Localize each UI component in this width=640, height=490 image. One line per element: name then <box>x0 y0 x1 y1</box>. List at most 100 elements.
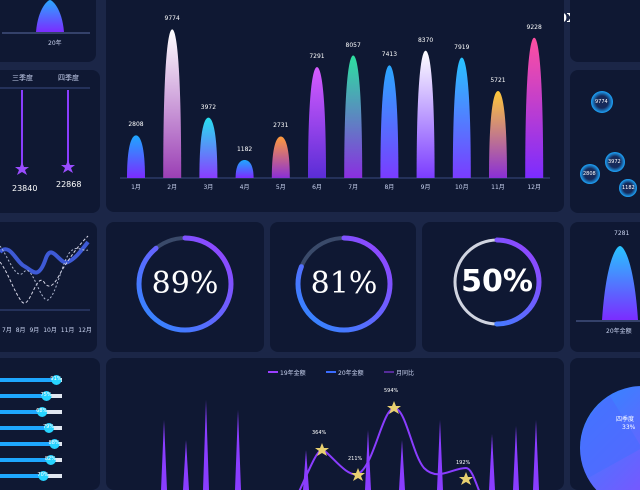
quarter-lollipops <box>0 87 90 175</box>
spike-mark <box>533 420 539 490</box>
hbar-label: 70% <box>37 472 49 478</box>
right-mid-tick: 20年金额 <box>606 328 632 335</box>
hbar-knob <box>38 471 49 481</box>
hbar-fill <box>0 394 47 398</box>
gauge-ring-1 <box>136 235 234 333</box>
right-mid-peak <box>576 246 640 322</box>
bubble-label-3: 2808 <box>583 171 596 177</box>
gauge-value-3: 50% <box>461 264 533 299</box>
line-tick: 9月 <box>29 327 40 334</box>
bar-1月 <box>127 135 145 178</box>
quarter-value-3: 23840 <box>12 184 38 193</box>
bar-category-label: 1月 <box>131 184 141 191</box>
top-left-mini-chart <box>2 0 90 34</box>
bar-category-label: 9月 <box>420 184 431 191</box>
gauge-value-2: 81% <box>310 266 378 301</box>
spike-mark <box>437 420 443 490</box>
panel-monthly-bars: 2808 1月 9774 2月 3972 3月 1182 4月 2731 5月 7291 6月 8057… <box>106 0 564 212</box>
hbar-label: 82% <box>44 456 56 462</box>
line-tick: 8月 <box>15 327 26 334</box>
bar-3月 <box>199 117 218 178</box>
spike-mark <box>513 426 519 490</box>
bar-value-label: 5721 <box>490 77 506 85</box>
bar-value-label: 7291 <box>309 53 325 61</box>
hbar-label: 68% <box>36 408 48 414</box>
hbar-knob <box>45 455 56 465</box>
spike-mark <box>203 400 209 490</box>
bar-value-label: 9774 <box>164 15 180 23</box>
hbar-fill <box>0 458 51 462</box>
bar-4月 <box>235 160 254 178</box>
panel-top-left: 20年 <box>0 0 96 62</box>
bar-6月 <box>308 67 326 178</box>
horizontal-bar-chart <box>0 375 62 481</box>
panel-top-right <box>570 0 640 62</box>
panel-gauge-2: 81% <box>270 222 416 352</box>
hbar-knob <box>37 407 48 417</box>
spike-mark <box>183 440 189 490</box>
panel-right-mid: 7281 20年金额 <box>570 222 640 352</box>
gauge-value-1: 89% <box>151 266 219 301</box>
bar-category-label: 11月 <box>491 184 505 191</box>
bubble-chart <box>580 91 637 197</box>
quarter-value-4: 22868 <box>56 180 82 189</box>
spike-mark <box>399 440 405 490</box>
line-tick: 10月 <box>43 327 57 334</box>
line-tick: 12月 <box>78 327 92 334</box>
hbar-label: 79% <box>42 424 55 430</box>
annotation-594: 594% <box>384 388 399 394</box>
bar-value-label: 7413 <box>381 51 398 59</box>
hbar-knob <box>41 391 52 401</box>
legend-yoy: 月同比 <box>396 370 415 377</box>
bar-10月 <box>452 57 471 178</box>
bar-value-label: 2808 <box>128 121 144 129</box>
panel-line-mini: 7月 8月 9月 10月 11月 12月 <box>0 222 97 352</box>
bar-category-label: 6月 <box>312 184 322 191</box>
panel-gauge-1: 89% <box>106 222 264 352</box>
bar-5月 <box>271 136 290 178</box>
bar-value-label: 1182 <box>236 146 253 154</box>
spike-mark <box>161 420 167 490</box>
bar-category-label: 4月 <box>239 184 250 191</box>
hbar-label: 88% <box>48 440 60 446</box>
bar-category-label: 8月 <box>384 184 395 191</box>
bar-value-label: 8057 <box>345 41 361 49</box>
bar-category-label: 12月 <box>527 184 541 191</box>
bar-7月 <box>344 55 363 178</box>
bar-2月 <box>163 29 182 179</box>
bottom-combo-chart <box>161 371 539 490</box>
line-tick: 7月 <box>2 327 12 334</box>
gauge-ring-2 <box>295 235 393 333</box>
bar-category-label: 5月 <box>275 184 286 191</box>
hbar-fill <box>0 474 44 478</box>
bar-12月 <box>525 37 544 178</box>
hbar-knob <box>51 375 62 385</box>
quarter-label-3: 三季度 <box>12 74 33 82</box>
spike-mark <box>235 410 241 490</box>
top-left-tick: 20年 <box>48 40 62 47</box>
annotation-192: 192% <box>456 460 471 466</box>
hbar-fill <box>0 410 43 414</box>
bar-value-label: 2731 <box>273 122 289 130</box>
legend-19: 19年金额 <box>280 370 306 377</box>
panel-left-bars: 91% 75% 68% 79% 88% 82% 70% <box>0 358 100 490</box>
panel-pie: 四季度 33% <box>570 358 640 490</box>
bar-value-label: 7919 <box>454 43 470 51</box>
panel-quarters: 三季度 四季度 23840 22868 <box>0 70 100 213</box>
bar-8月 <box>380 65 399 178</box>
legend-20: 20年金额 <box>338 370 364 377</box>
monthly-bar-chart <box>120 29 550 179</box>
panel-gauge-3: 50% <box>422 222 564 352</box>
bar-value-label: 9228 <box>526 23 542 31</box>
line-mini-ticks: 7月 8月 9月 10月 11月 12月 <box>2 325 92 334</box>
spike-mark <box>489 434 495 490</box>
hbar-fill <box>0 378 57 382</box>
quarter-label-4: 四季度 <box>58 74 79 82</box>
bar-category-label: 10月 <box>454 184 469 191</box>
bar-9月 <box>416 50 435 178</box>
panel-bubbles: 9774 3972 2808 1182 <box>570 70 640 213</box>
line-tick: 11月 <box>60 327 75 334</box>
bubble-label-4: 1182 <box>622 185 635 191</box>
bar-value-label: 3972 <box>200 103 217 111</box>
hbar-label: 75% <box>40 392 52 398</box>
